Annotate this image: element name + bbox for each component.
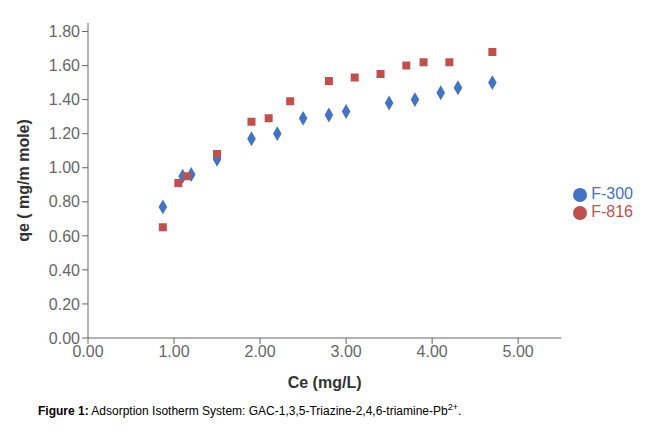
svg-text:0.40: 0.40 bbox=[49, 262, 80, 279]
svg-text:1.20: 1.20 bbox=[49, 125, 80, 142]
svg-text:0.60: 0.60 bbox=[49, 228, 80, 245]
svg-text:1.80: 1.80 bbox=[49, 23, 80, 40]
svg-text:4.00: 4.00 bbox=[417, 343, 448, 360]
svg-text:5.00: 5.00 bbox=[503, 343, 534, 360]
svg-text:1.60: 1.60 bbox=[49, 57, 80, 74]
svg-text:0.80: 0.80 bbox=[49, 193, 80, 210]
svg-text:0.00: 0.00 bbox=[72, 343, 104, 361]
svg-text:0.20: 0.20 bbox=[49, 296, 80, 313]
svg-text:0.00: 0.00 bbox=[49, 330, 80, 347]
svg-text:1.40: 1.40 bbox=[49, 91, 80, 108]
svg-text:1.00: 1.00 bbox=[49, 159, 80, 176]
html-text:F-816: F-816 bbox=[591, 203, 633, 220]
html-text:Figure 1: Adsorption Isotherm: Figure 1: Adsorption Isotherm System: GA… bbox=[38, 402, 462, 418]
svg-text:qe ( mg/m mole): qe ( mg/m mole) bbox=[15, 119, 32, 242]
svg-text:Ce (mg/L): Ce (mg/L) bbox=[288, 374, 362, 391]
html-text:F-300: F-300 bbox=[591, 185, 633, 202]
svg-text:2.00: 2.00 bbox=[245, 343, 276, 360]
svg-text:1.00: 1.00 bbox=[158, 343, 189, 360]
svg-text:3.00: 3.00 bbox=[331, 343, 362, 360]
